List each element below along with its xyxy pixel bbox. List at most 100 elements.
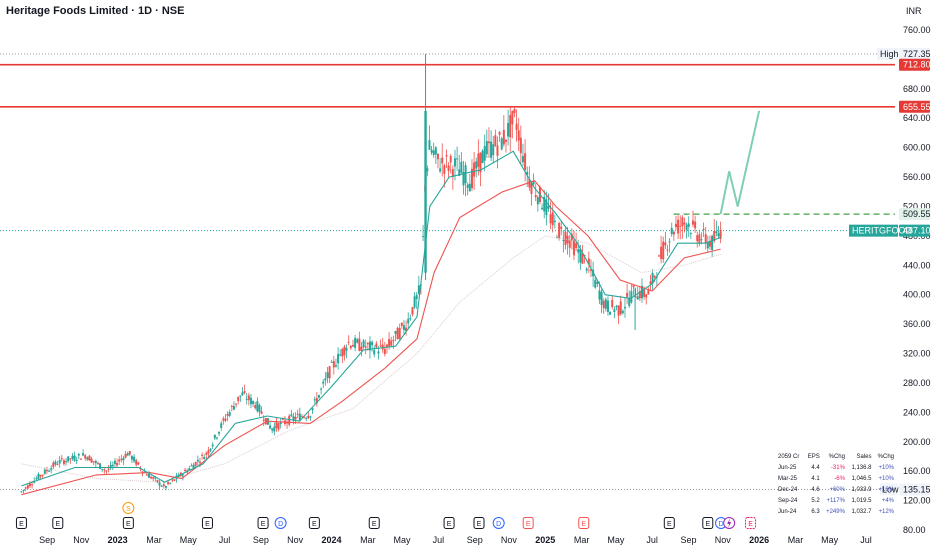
- time-tick-label: Sep: [681, 535, 697, 545]
- candle-body: [48, 470, 51, 472]
- candle-body: [71, 455, 74, 459]
- candle-body: [528, 179, 531, 188]
- earnings-header-cell: %Chg: [877, 454, 894, 460]
- candle-body: [696, 235, 699, 242]
- candle-body: [466, 184, 469, 188]
- earnings-row: Dec-24 4.6 +60% 1,033.9 +16%: [776, 485, 896, 496]
- candle-body: [553, 220, 556, 223]
- price-tick-label: 160.00: [903, 466, 931, 476]
- candle-body: [220, 423, 223, 428]
- earnings-marker: [663, 517, 675, 529]
- candle-body: [487, 141, 490, 144]
- low-caption: Low: [882, 484, 899, 494]
- candle-body: [154, 477, 157, 479]
- candle-body: [509, 115, 512, 138]
- candle-body: [26, 485, 29, 489]
- candle-body: [343, 346, 346, 356]
- candle-body: [94, 461, 97, 464]
- candle-body: [549, 214, 552, 224]
- candle-body: [116, 462, 119, 466]
- candle-body: [519, 137, 522, 154]
- candle-body: [687, 223, 690, 227]
- earnings-marker-label: E: [526, 521, 531, 528]
- candle-body: [45, 469, 48, 472]
- candle-body: [502, 129, 505, 145]
- earnings-marker: [52, 517, 64, 529]
- chart-title: Heritage Foods Limited · 1D · NSE: [6, 5, 185, 17]
- event-markers[interactable]: E E E S E E D E E E E D E E E E D E: [15, 502, 757, 529]
- earnings-cell-sales: 1,032.7: [851, 509, 872, 515]
- candle-body: [649, 281, 652, 284]
- candle-body: [252, 401, 255, 404]
- ema-slow-line: [21, 180, 721, 496]
- candle-body: [449, 155, 452, 163]
- candle-body: [719, 229, 722, 239]
- candle-body: [145, 474, 148, 476]
- candle-body: [602, 300, 605, 309]
- candle-body: [201, 454, 204, 456]
- candle-body: [90, 458, 93, 463]
- projection-path: [719, 110, 761, 215]
- candle-body: [39, 475, 42, 477]
- candle-body: [107, 468, 110, 470]
- candle-body: [334, 365, 337, 367]
- candle-body: [307, 415, 310, 419]
- time-tick-label: 2026: [749, 535, 769, 545]
- candle-body: [330, 361, 333, 363]
- candle-body: [496, 145, 499, 156]
- earnings-cell-period: Jun-24: [778, 509, 797, 515]
- candle-body: [73, 455, 76, 461]
- candle-body: [79, 458, 82, 460]
- earnings-cell-period: Jun-25: [778, 465, 797, 471]
- price-tick-label: 600.00: [903, 143, 931, 153]
- earnings-marker: [308, 517, 320, 529]
- price-tick-label: 80.00: [903, 525, 926, 535]
- candle-body: [713, 231, 716, 242]
- candle-body: [702, 228, 705, 230]
- earnings-cell-eps-chg: -31%: [830, 465, 845, 471]
- candle-body: [398, 327, 401, 339]
- candle-body: [383, 348, 386, 355]
- candle-body: [345, 348, 348, 351]
- price-tick-label: 560.00: [903, 172, 931, 182]
- earnings-row: Jun-24 6.3 +249% 1,032.7 +12%: [776, 507, 896, 518]
- candle-body: [643, 289, 646, 297]
- candle-body: [600, 291, 603, 306]
- candle-body: [430, 149, 433, 153]
- candle-body: [407, 318, 410, 324]
- earnings-header-cell: 2059 Cr: [778, 454, 800, 460]
- earnings-cell-eps: 5.2: [811, 498, 820, 504]
- candle-body: [203, 457, 206, 460]
- candle-body: [360, 346, 363, 351]
- candle-body: [375, 343, 378, 348]
- time-axis[interactable]: Sep Nov 2023 Mar May Jul Sep Nov 2024 Mar May Jul Se…: [39, 535, 872, 545]
- time-tick-label: 2025: [535, 535, 555, 545]
- candle-body: [579, 249, 582, 263]
- candle-body: [133, 456, 136, 462]
- candle-body: [426, 168, 429, 172]
- candle-body: [205, 452, 208, 455]
- candle-body: [615, 306, 618, 308]
- candle-body: [305, 418, 308, 420]
- candle-body: [566, 235, 569, 244]
- candle-body: [120, 458, 123, 460]
- candle-body: [162, 484, 165, 487]
- earnings-marker-label: E: [748, 521, 753, 528]
- earnings-header-cell: Sales: [856, 454, 872, 460]
- candle-body: [99, 463, 102, 469]
- candle-body: [303, 416, 306, 418]
- candle-body: [541, 207, 544, 210]
- earnings-marker: [473, 517, 485, 529]
- earnings-cell-eps: 4.6: [811, 487, 820, 493]
- candle-body: [477, 153, 480, 167]
- candle-body: [405, 327, 408, 332]
- candle-body: [43, 469, 46, 474]
- candle-body: [169, 482, 172, 484]
- candle-body: [458, 169, 461, 177]
- candle-body: [349, 345, 352, 349]
- price-tick-label: 520.00: [903, 201, 931, 211]
- candle-body: [636, 296, 639, 300]
- candle-body: [517, 130, 520, 141]
- candle-body: [674, 223, 677, 228]
